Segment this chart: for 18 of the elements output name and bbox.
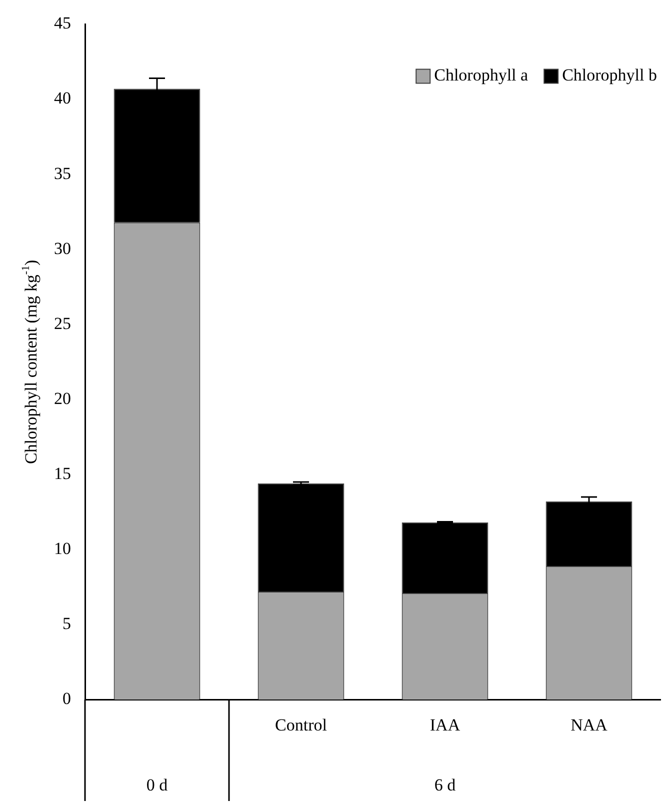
- y-tick-label: 30: [54, 238, 71, 258]
- text: 6 d: [434, 775, 456, 794]
- y-tick-label: 0: [62, 689, 71, 708]
- y-tick-label: 25: [54, 314, 71, 333]
- y-tick-label: 15: [54, 464, 71, 483]
- legend-label: Chlorophyll a: [434, 66, 529, 85]
- y-axis-title: Chlorophyll content (mg kg-1): [20, 260, 40, 464]
- x-tick-label: IAA: [430, 715, 461, 734]
- y-tick-label: 40: [54, 88, 71, 108]
- y-tick-label: 10: [54, 538, 71, 558]
- y-tick-label: 35: [54, 164, 71, 183]
- y-tick-label: 45: [54, 14, 71, 33]
- text: 0 d: [146, 775, 168, 794]
- x-tick-label: Control: [275, 715, 328, 734]
- y-tick-label: 5: [62, 614, 71, 634]
- legend-label: Chlorophyll b: [562, 66, 657, 85]
- y-tick-label: 20: [54, 388, 71, 408]
- x-tick-label: NAA: [570, 715, 608, 734]
